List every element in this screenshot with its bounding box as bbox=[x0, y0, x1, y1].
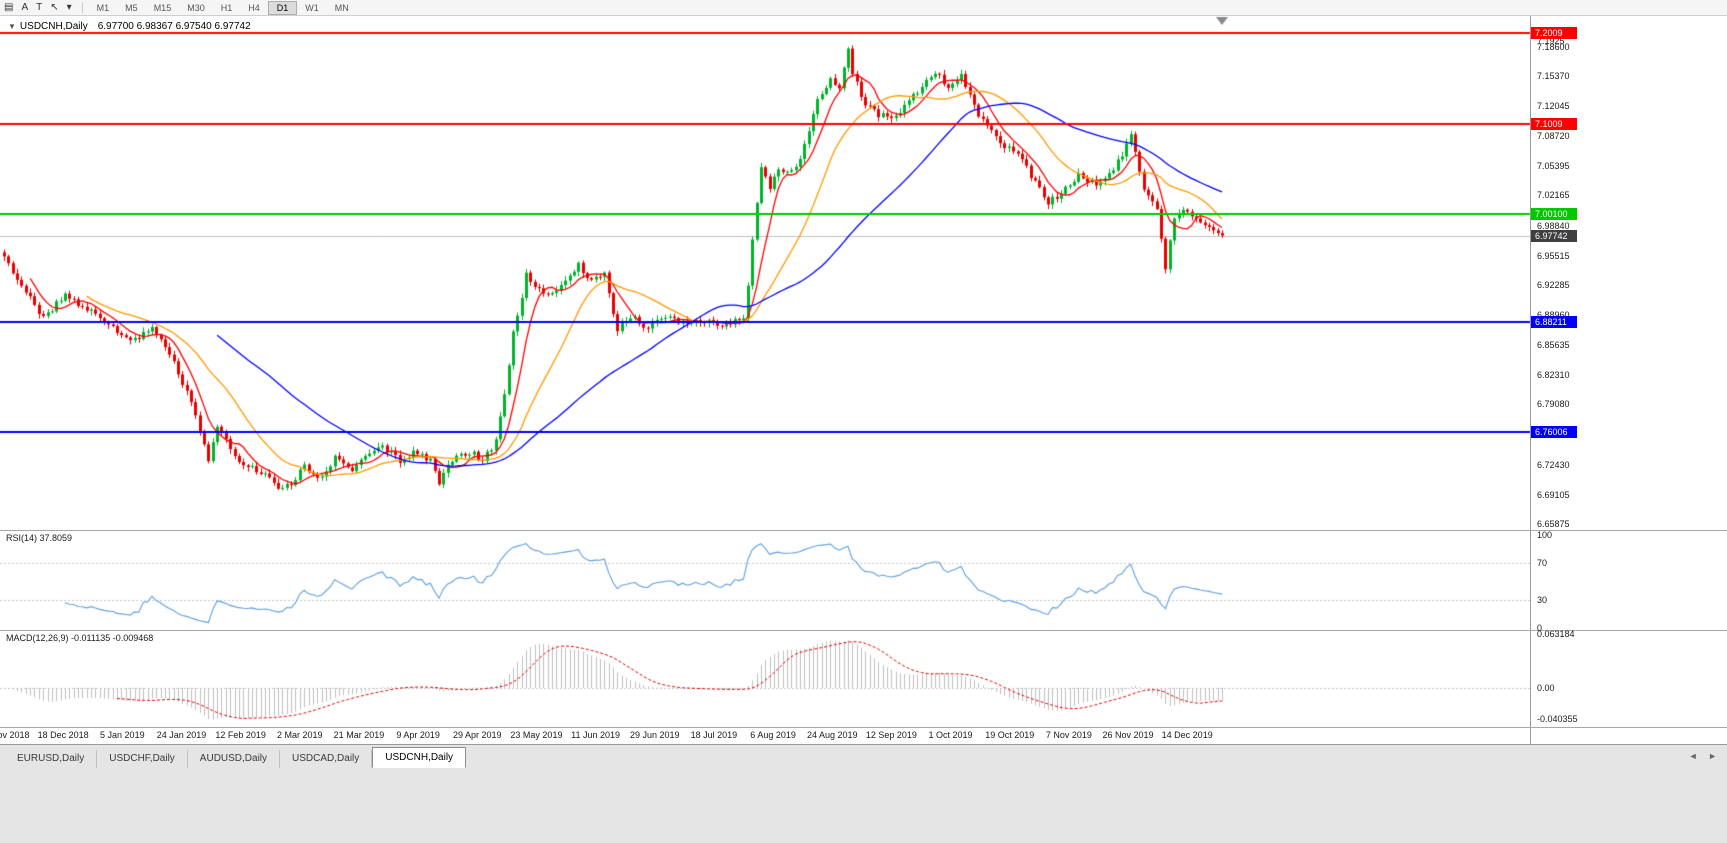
chart-tab-eurusd[interactable]: EURUSD,Daily bbox=[5, 750, 98, 768]
rsi-axis-label: 30 bbox=[1537, 595, 1548, 606]
rsi-axis-label: 0 bbox=[1537, 623, 1543, 633]
rsi-indicator-label: RSI(14) 37.8059 bbox=[6, 533, 73, 543]
macd-axis-label: -0.040355 bbox=[1537, 714, 1578, 724]
chart-tabs: EURUSD,Daily USDCHF,Daily AUDUSD,Daily USDC… bbox=[0, 745, 1727, 768]
time-axis-label: 26 Nov 2019 bbox=[1102, 730, 1154, 740]
pane-separator[interactable] bbox=[0, 530, 1727, 531]
price-axis-label: 6.95515 bbox=[1537, 250, 1570, 261]
time-axis-label: 12 Sep 2019 bbox=[865, 730, 917, 740]
chart-tab-bar: EURUSD,Daily USDCHF,Daily AUDUSD,Daily USDC… bbox=[0, 744, 1727, 843]
price-line-label: 6.97742 bbox=[1531, 229, 1577, 242]
time-axis-label: 6 Aug 2019 bbox=[750, 730, 796, 740]
chart-tab-usdchf[interactable]: USDCHF,Daily bbox=[97, 750, 188, 768]
text-tool-button[interactable]: A bbox=[21, 1, 29, 13]
price-line-label: 6.76006 bbox=[1531, 426, 1577, 439]
time-axis-label: 11 Jun 2019 bbox=[571, 730, 621, 740]
pane-separator[interactable] bbox=[0, 630, 1727, 631]
tab-scroll-left-button[interactable]: ◄ bbox=[1688, 751, 1698, 761]
cursor-tool-button[interactable]: ↖ bbox=[50, 1, 59, 13]
price-axis-label: 6.82310 bbox=[1537, 370, 1570, 381]
time-axis-label: 29 Apr 2019 bbox=[452, 730, 502, 740]
price-axis-label: 6.92285 bbox=[1537, 279, 1570, 290]
price-axis-label: 7.12045 bbox=[1537, 101, 1570, 112]
tool-dropdown-caret[interactable]: ▾ bbox=[66, 1, 72, 13]
time-axis-label: 23 May 2019 bbox=[510, 730, 563, 740]
timeframe-m1[interactable]: M1 bbox=[96, 2, 110, 13]
price-axis-label: 6.65875 bbox=[1537, 518, 1570, 529]
toolbar-separator bbox=[81, 2, 83, 13]
chart-dropdown-icon[interactable]: ▼ bbox=[8, 22, 16, 31]
price-axis-label: 7.18600 bbox=[1537, 41, 1570, 52]
price-axis-label: 7.15370 bbox=[1537, 70, 1570, 81]
time-axis-label: 29 Nov 2018 bbox=[0, 730, 30, 740]
timeframe-h1[interactable]: H1 bbox=[220, 2, 233, 13]
time-axis-label: 9 Apr 2019 bbox=[396, 730, 440, 740]
timeframe-button-group: M1 M5 M15 M30 H1 H4 D1 W1 MN bbox=[89, 0, 357, 15]
time-axis-label: 18 Dec 2018 bbox=[37, 730, 89, 740]
pane-separator bbox=[0, 727, 1727, 728]
timeframe-mn[interactable]: MN bbox=[334, 2, 349, 13]
price-line-label: 7.00100 bbox=[1531, 208, 1577, 221]
time-axis-label: 5 Jan 2019 bbox=[100, 730, 145, 740]
time-axis-label: 21 Mar 2019 bbox=[333, 730, 385, 740]
price-axis-label: 7.02165 bbox=[1537, 190, 1570, 201]
price-axis-label: 7.1925 bbox=[1537, 35, 1565, 46]
price-axis-label: 7.08720 bbox=[1537, 131, 1570, 142]
chart-ohlc-values: 6.97700 6.98367 6.97540 6.97742 bbox=[97, 21, 251, 32]
time-axis-label: 2 Mar 2019 bbox=[277, 730, 323, 740]
time-axis-label: 1 Oct 2019 bbox=[928, 730, 973, 740]
chart-tab-audusd[interactable]: AUDUSD,Daily bbox=[188, 750, 281, 768]
time-axis-label: 7 Nov 2019 bbox=[1045, 730, 1092, 740]
price-axis-label: 6.98840 bbox=[1537, 220, 1570, 231]
timeframe-m15[interactable]: M15 bbox=[153, 2, 172, 13]
timeframe-h4[interactable]: H4 bbox=[248, 2, 260, 13]
top-toolbar: ▤ A T ↖ ▾ M1 M5 M15 M30 H1 H4 D1 W1 MN bbox=[0, 0, 1727, 16]
rsi-axis-label: 70 bbox=[1537, 557, 1548, 568]
chart-tab-usdcad[interactable]: USDCAD,Daily bbox=[280, 750, 373, 768]
price-axis-label: 7.05395 bbox=[1537, 161, 1570, 172]
time-axis-label: 24 Aug 2019 bbox=[806, 730, 858, 740]
price-axis-label: 6.88960 bbox=[1537, 310, 1570, 320]
time-axis-label: 18 Jul 2019 bbox=[690, 730, 738, 740]
price-axis-separator bbox=[1530, 16, 1531, 744]
timeframe-d1[interactable]: D1 bbox=[267, 0, 298, 15]
chart-tab-usdcnh[interactable]: USDCNH,Daily bbox=[372, 747, 467, 768]
price-axis-label: 6.85635 bbox=[1537, 340, 1570, 351]
price-axis-label: 6.69105 bbox=[1537, 489, 1570, 500]
template-tool-button[interactable]: T bbox=[36, 1, 43, 13]
price-line-label: 6.88211 bbox=[1531, 315, 1577, 328]
time-axis-label: 14 Dec 2019 bbox=[1161, 730, 1213, 740]
time-axis-label: 29 Jun 2019 bbox=[629, 730, 680, 740]
price-line-label: 7.2009 bbox=[1531, 27, 1577, 40]
chart-grid-icon[interactable]: ▤ bbox=[4, 1, 14, 13]
price-axis-label: 6.79080 bbox=[1537, 399, 1570, 410]
macd-indicator-label: MACD(12,26,9) -0.011135 -0.009468 bbox=[6, 633, 154, 643]
price-line-label: 7.1009 bbox=[1531, 117, 1577, 130]
timeframe-w1[interactable]: W1 bbox=[305, 2, 319, 13]
tab-scroll-controls: ◄ ► bbox=[1681, 751, 1717, 761]
macd-axis-label: 0.00 bbox=[1537, 683, 1555, 693]
time-axis-label: 24 Jan 2019 bbox=[156, 730, 207, 740]
time-axis-label: 12 Feb 2019 bbox=[215, 730, 266, 740]
time-axis-label: 19 Oct 2019 bbox=[985, 730, 1035, 740]
timeframe-m5[interactable]: M5 bbox=[125, 2, 138, 13]
tab-scroll-right-button[interactable]: ► bbox=[1708, 751, 1717, 761]
chart-title: ▼ USDCNH,Daily 6.97700 6.98367 6.97540 6.9… bbox=[8, 21, 251, 32]
rsi-axis-label: 100 bbox=[1537, 530, 1553, 540]
macd-axis-label: 0.063184 bbox=[1537, 629, 1575, 640]
price-axis-label: 6.72430 bbox=[1537, 459, 1570, 470]
timeframe-m30[interactable]: M30 bbox=[187, 2, 205, 13]
chart-symbol-label: USDCNH,Daily bbox=[19, 21, 88, 32]
toolbar-icon-group: ▤ A T ↖ ▾ bbox=[0, 1, 76, 15]
